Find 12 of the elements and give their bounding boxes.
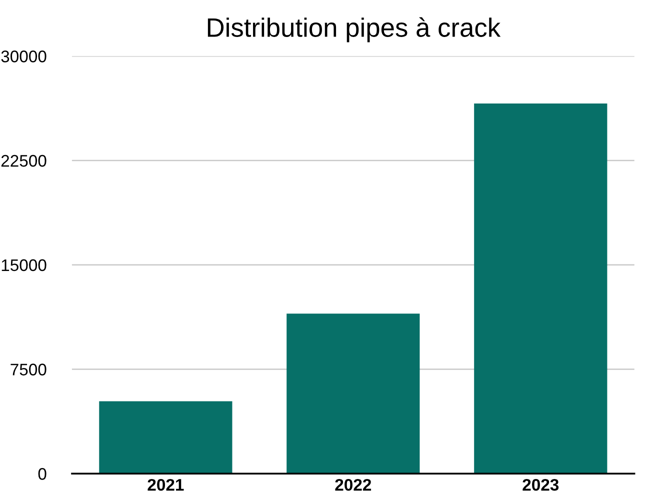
y-tick-label: 0 [38,468,46,480]
chart-title: Distribution pipes à crack [208,17,501,42]
y-tick-label: 7500 [10,364,46,376]
bar [286,314,420,474]
y-tick-label: 15000 [2,259,46,272]
x-tick-label: 2022 [335,478,372,491]
x-tick-label: 2021 [148,478,184,491]
bar [99,401,232,474]
bar [474,103,608,474]
x-tick-label: 2023 [522,478,559,491]
y-tick-label: 22500 [1,154,46,167]
y-tick-label: 30000 [1,50,46,62]
